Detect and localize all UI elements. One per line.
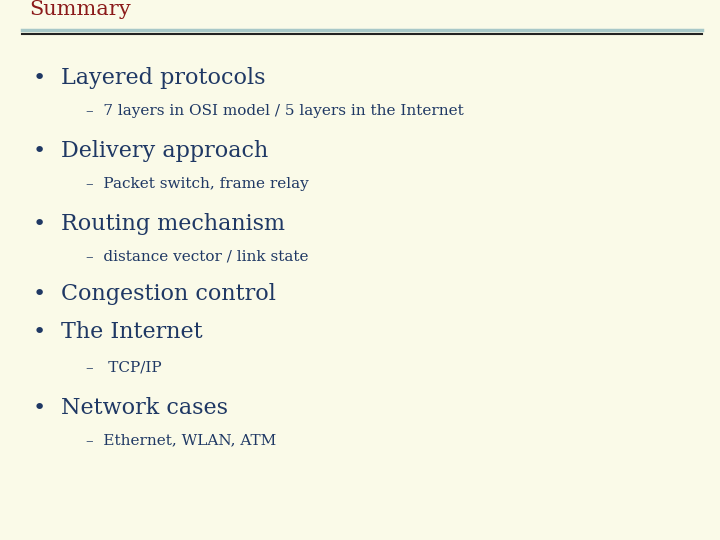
Text: •: • (32, 284, 45, 305)
Text: –  Packet switch, frame relay: – Packet switch, frame relay (86, 177, 309, 191)
Text: Congestion control: Congestion control (61, 284, 276, 305)
Text: Network cases: Network cases (61, 397, 228, 418)
Text: –  7 layers in OSI model / 5 layers in the Internet: – 7 layers in OSI model / 5 layers in th… (86, 104, 464, 118)
Text: Delivery approach: Delivery approach (61, 140, 269, 162)
Text: –  Ethernet, WLAN, ATM: – Ethernet, WLAN, ATM (86, 433, 276, 447)
Text: Routing mechanism: Routing mechanism (61, 213, 285, 235)
Text: Layered protocols: Layered protocols (61, 68, 266, 89)
Text: –   TCP/IP: – TCP/IP (86, 360, 162, 374)
Text: •: • (32, 322, 45, 342)
Text: –  distance vector / link state: – distance vector / link state (86, 249, 309, 264)
Text: •: • (32, 214, 45, 234)
Text: •: • (32, 68, 45, 89)
Text: •: • (32, 397, 45, 418)
Text: Summary: Summary (29, 0, 130, 19)
Text: The Internet: The Internet (61, 321, 203, 343)
Text: •: • (32, 141, 45, 161)
